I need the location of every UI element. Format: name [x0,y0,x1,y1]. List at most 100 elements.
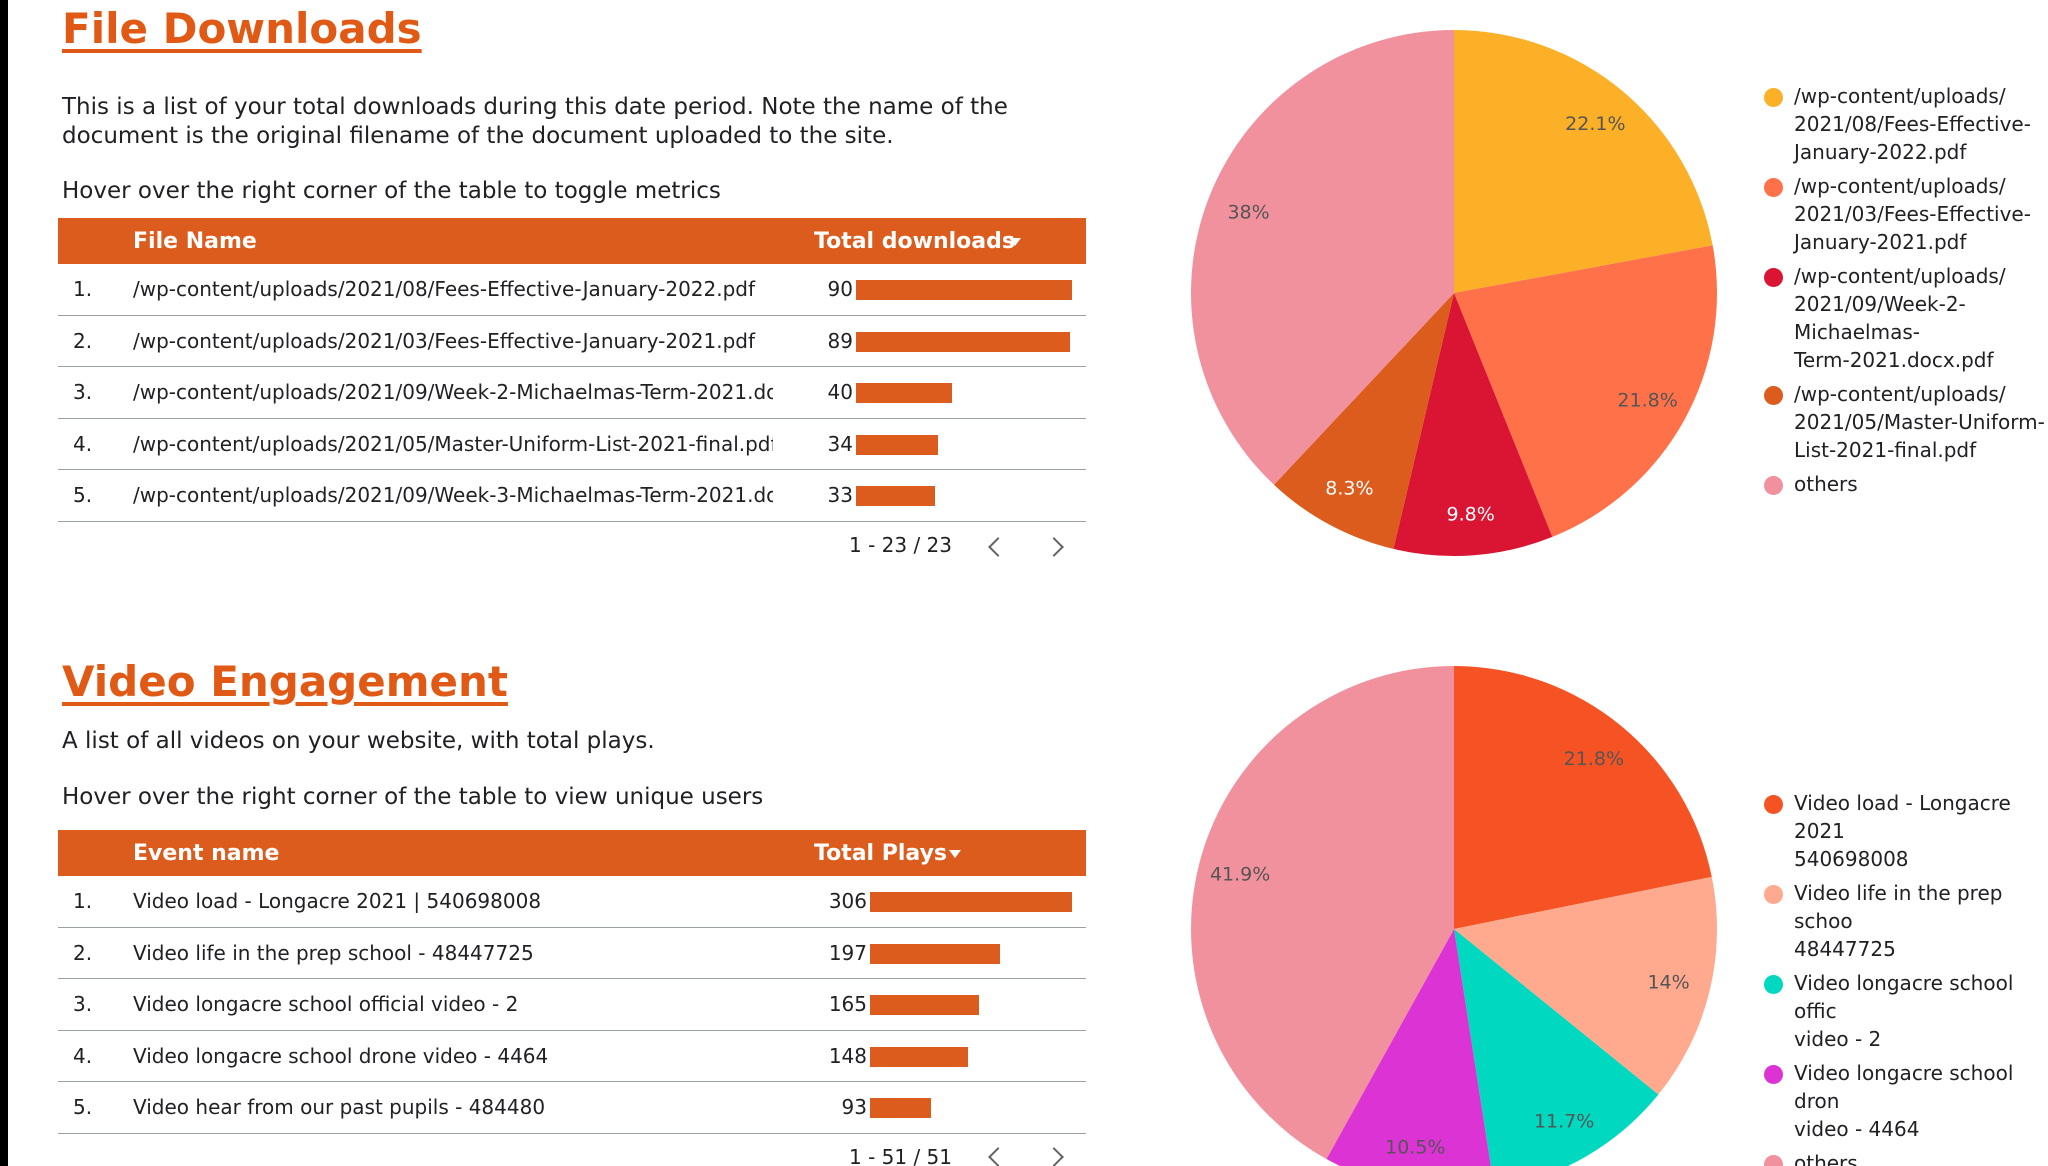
table-row[interactable]: 2. Video life in the prep school - 484477… [58,928,1086,979]
videos-table-header: Event name Total Plays [58,830,1086,876]
legend-item[interactable]: Video load - Longacre 2021 540698008 [1764,789,2048,873]
downloads-pagination-text: 1 - 23 / 23 [849,533,953,557]
pie-slice-label: 21.8% [1617,389,1677,411]
legend-label: /wp-content/uploads/ 2021/05/Master-Unif… [1794,382,2045,462]
videos-description: A list of all videos on your website, wi… [62,728,655,754]
downloads-table: File Name Total downloads 1. /wp-content/… [58,218,1086,522]
pie-slice[interactable] [1454,30,1713,293]
videos-table-body: 1. Video load - Longacre 2021 | 540698008… [58,876,1086,1134]
column-header-event-name[interactable]: Event name [133,841,280,866]
chevron-right-icon[interactable] [1044,1147,1064,1166]
row-name: Video life in the prep school - 48447725 [133,940,534,965]
row-value: 93 [841,1095,867,1119]
row-value: 197 [828,940,867,965]
legend-item[interactable]: /wp-content/uploads/ 2021/05/Master-Unif… [1764,380,2048,464]
legend-item[interactable]: others [1764,470,2048,498]
table-row[interactable]: 5. Video hear from our past pupils - 4844… [58,1082,1086,1134]
pie-slice[interactable] [1191,666,1454,1160]
row-index: 5. [73,483,93,507]
table-row[interactable]: 5. /wp-content/uploads/2021/09/Week-3-Mic… [58,470,1086,522]
row-index: 5. [73,1095,93,1119]
table-row[interactable]: 3. Video longacre school official video -… [58,979,1086,1031]
pie-slice[interactable] [1191,30,1454,485]
row-value: 40 [827,380,853,404]
column-header-total-downloads[interactable]: Total downloads [814,229,1015,254]
pie-slice[interactable] [1454,876,1717,1095]
legend-label: Video life in the prep schoo 48447725 [1794,881,2003,961]
pie-slice-label: 21.8% [1564,748,1624,770]
legend-swatch [1764,885,1783,904]
table-row[interactable]: 2. /wp-content/uploads/2021/03/Fees-Effec… [58,316,1086,367]
legend-item[interactable]: /wp-content/uploads/ 2021/09/Week-2- Mic… [1764,262,2048,374]
row-value: 33 [827,483,853,507]
chevron-left-icon[interactable] [988,537,1008,557]
table-row[interactable]: 1. Video load - Longacre 2021 | 540698008… [58,876,1086,928]
legend-item[interactable]: /wp-content/uploads/ 2021/08/Fees-Effect… [1764,82,2048,166]
column-header-total-plays[interactable]: Total Plays [814,841,948,866]
table-row[interactable]: 4. Video longacre school drone video - 44… [58,1031,1086,1082]
legend-item[interactable]: others [1764,1149,2048,1166]
row-name: Video longacre school drone video - 4464 [133,1043,549,1068]
left-edge-strip [0,0,8,1166]
row-value-bar [856,383,952,403]
pie-slice-label: 38% [1227,202,1269,224]
videos-hint: Hover over the right corner of the table… [62,784,764,810]
legend-label: Video longacre school dron video - 4464 [1794,1061,2014,1141]
pie-slice-label: 22.1% [1565,113,1625,135]
legend-swatch [1764,476,1783,495]
row-name: /wp-content/uploads/2021/03/Fees-Effecti… [133,328,756,353]
table-row[interactable]: 3. /wp-content/uploads/2021/09/Week-2-Mic… [58,367,1086,419]
pie-slice-label: 41.9% [1210,864,1270,886]
videos-pagination-text: 1 - 51 / 51 [849,1145,953,1166]
row-index: 4. [73,431,93,456]
chevron-right-icon[interactable] [1044,537,1064,557]
row-name: /wp-content/uploads/2021/08/Fees-Effecti… [133,277,756,301]
legend-label: /wp-content/uploads/ 2021/03/Fees-Effect… [1794,174,2031,254]
row-value: 89 [827,328,853,353]
pie-slice-label: 11.7% [1534,1110,1594,1132]
videos-table: Event name Total Plays 1. Video load - Lo… [58,830,1086,1134]
row-name: Video hear from our past pupils - 484480 [133,1095,546,1119]
row-value: 90 [827,277,853,301]
downloads-title: File Downloads [62,4,422,53]
legend-item[interactable]: Video longacre school dron video - 4464 [1764,1059,2048,1143]
row-index: 1. [73,889,93,913]
row-value-bar [856,280,1072,300]
row-index: 3. [73,380,93,404]
row-index: 4. [73,1043,93,1068]
row-value: 148 [828,1043,867,1068]
row-value-bar [870,1098,932,1118]
downloads-pie-chart: 22.1% 21.8% 9.8% 8.3% 38% [1191,30,1717,556]
pie-slice[interactable] [1454,666,1712,929]
row-index: 2. [73,328,93,353]
row-name: /wp-content/uploads/2021/09/Week-3-Micha… [133,483,773,507]
row-index: 2. [73,940,93,965]
videos-pie-legend: Video load - Longacre 2021 540698008 Vide… [1764,789,2048,1166]
table-row[interactable]: 4. /wp-content/uploads/2021/05/Master-Uni… [58,419,1086,470]
pie-slice[interactable] [1273,293,1454,549]
downloads-table-header: File Name Total downloads [58,218,1086,264]
pie-slice[interactable] [1393,293,1553,556]
table-row[interactable]: 1. /wp-content/uploads/2021/08/Fees-Effec… [58,264,1086,316]
legend-item[interactable]: Video life in the prep schoo 48447725 [1764,879,2048,963]
pie-slice-label: 8.3% [1325,478,1373,500]
row-name: Video load - Longacre 2021 | 540698008 [133,889,542,913]
legend-item[interactable]: Video longacre school offic video - 2 [1764,969,2048,1053]
chevron-left-icon[interactable] [988,1147,1008,1166]
row-value-bar [856,434,938,455]
pie-slice-label: 9.8% [1447,503,1495,525]
row-value-bar [870,995,979,1015]
downloads-pie-legend: /wp-content/uploads/ 2021/08/Fees-Effect… [1764,82,2048,504]
legend-swatch [1764,268,1783,287]
sort-descending-icon[interactable] [949,850,961,858]
legend-item[interactable]: /wp-content/uploads/ 2021/03/Fees-Effect… [1764,172,2048,256]
pie-slice[interactable] [1454,929,1659,1166]
pie-slice-label: 14% [1647,972,1689,994]
pie-slice[interactable] [1326,929,1494,1166]
legend-label: others [1794,472,1858,496]
row-value-bar [856,331,1070,352]
column-header-file-name[interactable]: File Name [133,229,257,254]
legend-swatch [1764,178,1783,197]
pie-slice[interactable] [1454,245,1717,537]
sort-descending-icon[interactable] [1009,238,1021,246]
